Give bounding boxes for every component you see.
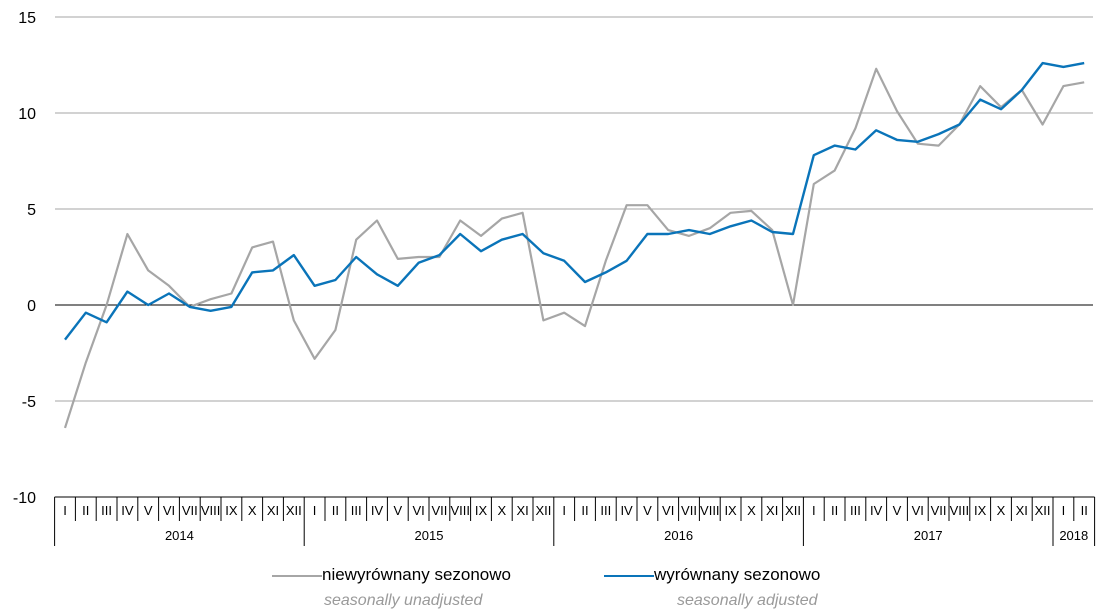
x-tick-label: X (747, 503, 756, 518)
x-tick-label: XII (1035, 503, 1051, 518)
x-tick-label: II (1081, 503, 1088, 518)
x-tick-label: IV (620, 503, 633, 518)
x-tick-label: VI (662, 503, 674, 518)
x-tick-label: VII (182, 503, 198, 518)
year-label: 2018 (1059, 528, 1088, 543)
y-tick-label: 15 (18, 10, 36, 27)
x-tick-label: XI (766, 503, 778, 518)
legend-label-unadjusted: niewyrównany sezonowo (322, 565, 511, 584)
x-tick-label: X (997, 503, 1006, 518)
x-tick-label: XI (267, 503, 279, 518)
x-tick-label: IV (371, 503, 384, 518)
x-tick-label: I (63, 503, 67, 518)
x-tick-label: I (313, 503, 317, 518)
x-tick-label: V (893, 503, 902, 518)
x-tick-label: III (850, 503, 861, 518)
x-tick-label: V (144, 503, 153, 518)
x-tick-label: IX (225, 503, 238, 518)
y-tick-label: -10 (13, 490, 36, 507)
x-tick-label: IX (475, 503, 488, 518)
legend-sublabel-unadjusted: seasonally unadjusted (324, 592, 483, 609)
year-label: 2015 (415, 528, 444, 543)
legend-sublabel-adjusted: seasonally adjusted (677, 592, 818, 609)
x-tick-label: IV (121, 503, 134, 518)
x-tick-label: XII (785, 503, 801, 518)
series-line-unadjusted (63, 67, 1085, 429)
x-tick-label: I (1062, 503, 1066, 518)
y-axis-tick-labels: 15 10 5 0 -5 -10 (13, 10, 36, 507)
x-tick-label: II (82, 503, 89, 518)
x-tick-label: VIII (201, 503, 221, 518)
series-line-adjusted (64, 61, 1085, 341)
x-tick-label: IV (870, 503, 883, 518)
x-tick-label: VI (163, 503, 175, 518)
x-tick-label: VI (912, 503, 924, 518)
x-tick-label: VII (431, 503, 447, 518)
x-tick-label: I (562, 503, 566, 518)
legend-label-adjusted: wyrównany sezonowo (654, 565, 821, 584)
year-label: 2014 (165, 528, 194, 543)
legend-swatch-adjusted (604, 575, 654, 577)
x-axis: I II III IV V VI VII VIII IX X XI XII I II III IV V VI VII… (54, 496, 1096, 546)
x-tick-label: VII (931, 503, 947, 518)
x-tick-label: II (831, 503, 838, 518)
x-tick-label: VIII (700, 503, 720, 518)
legend: niewyrównany sezonowo seasonally unadjus… (0, 562, 1098, 615)
x-tick-label: XI (516, 503, 528, 518)
x-tick-label: V (393, 503, 402, 518)
x-tick-label: V (643, 503, 652, 518)
x-tick-label: II (332, 503, 339, 518)
x-tick-label: VIII (450, 503, 470, 518)
grid-lines (55, 16, 1093, 402)
x-tick-label: IX (974, 503, 987, 518)
y-tick-label: 0 (27, 298, 36, 315)
x-tick-label: XII (286, 503, 302, 518)
x-tick-label: VII (681, 503, 697, 518)
x-tick-label: VI (412, 503, 424, 518)
year-label: 2016 (664, 528, 693, 543)
y-tick-label: -5 (22, 394, 36, 411)
x-tick-label: III (600, 503, 611, 518)
x-tick-label: VIII (950, 503, 970, 518)
series-lines (63, 61, 1085, 429)
x-tick-label: II (581, 503, 588, 518)
x-tick-label: X (497, 503, 506, 518)
x-tick-label: X (248, 503, 257, 518)
legend-swatch-unadjusted (272, 575, 322, 577)
y-tick-label: 5 (27, 202, 36, 219)
x-tick-label: IX (724, 503, 737, 518)
x-tick-label: I (812, 503, 816, 518)
year-label: 2017 (914, 528, 943, 543)
x-tick-label: XI (1016, 503, 1028, 518)
x-tick-label: XII (535, 503, 551, 518)
x-tick-label: III (351, 503, 362, 518)
y-tick-label: 10 (18, 106, 36, 123)
x-tick-label: III (101, 503, 112, 518)
